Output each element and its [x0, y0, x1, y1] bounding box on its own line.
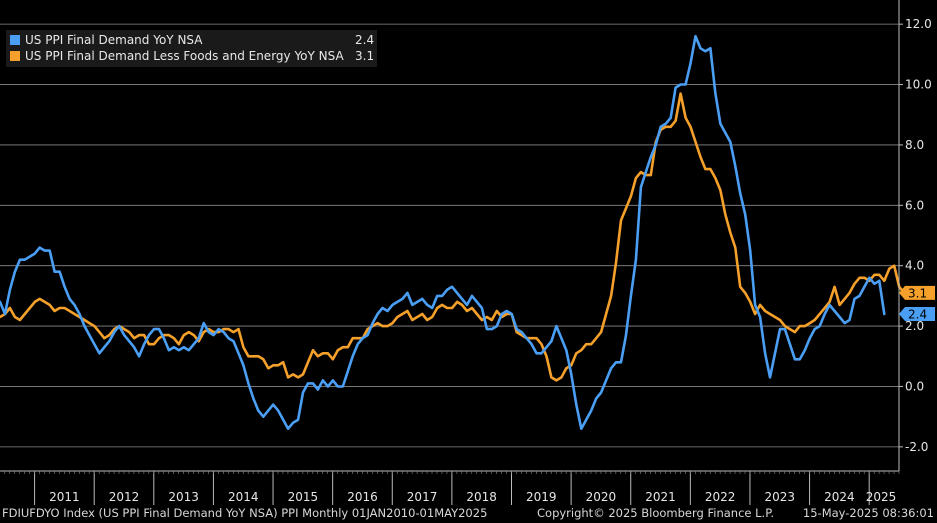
chart-area: -2.0 0.0 2.0 4.0 6.0 8.0 10.0 12.0 2011 2012 2013… [0, 0, 935, 505]
x-tick-label: 2019 [526, 490, 557, 504]
footer-timestamp: 15-May-2025 08:36:01 [802, 506, 934, 520]
legend-swatch-ppi [10, 35, 20, 45]
x-tick-label: 2016 [347, 490, 378, 504]
y-tick-label: 0.0 [905, 379, 924, 393]
y-tick-label: 6.0 [905, 198, 924, 212]
x-tick-label: 2015 [288, 490, 319, 504]
last-value-tags: 2.4 3.1 [899, 285, 935, 322]
legend-swatch-core-ppi [10, 51, 20, 61]
legend-entry-ppi[interactable]: US PPI Final Demand YoY NSA 2.4 [10, 32, 375, 48]
gridlines [0, 23, 899, 448]
last-value-tag-label: 3.1 [908, 286, 927, 300]
y-tick-label: 8.0 [905, 138, 924, 152]
legend-label-core-ppi: US PPI Final Demand Less Foods and Energ… [25, 49, 344, 63]
legend-value-core-ppi: 3.1 [355, 49, 375, 63]
last-value-tag-core-ppi: 3.1 [899, 285, 935, 300]
x-tick-label: 2022 [705, 490, 736, 504]
x-tick-label: 2023 [764, 490, 795, 504]
legend-entry-core-ppi[interactable]: US PPI Final Demand Less Foods and Energ… [10, 48, 375, 64]
x-tick-label: 2025 [866, 490, 897, 504]
legend: US PPI Final Demand YoY NSA 2.4 US PPI F… [6, 30, 377, 67]
x-tick-label: 2018 [466, 490, 497, 504]
x-axis: 2011 2012 2013 2014 2015 2016 2017 2018 2019 2020… [0, 470, 900, 505]
footer-copyright: Copyright© 2025 Bloomberg Finance L.P. [537, 506, 774, 520]
x-tick-label: 2020 [586, 490, 617, 504]
y-tick-label: 12.0 [905, 17, 932, 31]
last-value-tag-bg [899, 285, 935, 300]
x-tick-label: 2012 [109, 490, 140, 504]
x-tick-label: 2011 [49, 490, 80, 504]
series-line-core-ppi [0, 92, 906, 382]
last-value-tag-ppi: 2.4 [899, 307, 935, 322]
legend-value-ppi: 2.4 [355, 33, 375, 47]
footer-bar: FDIUFDYO Index (US PPI Final Demand YoY … [0, 505, 937, 523]
y-tick-label: -2.0 [905, 440, 928, 454]
x-tick-label: 2017 [407, 490, 438, 504]
x-tick-label: 2014 [228, 490, 259, 504]
x-tick-label: 2013 [168, 490, 199, 504]
x-tick-label: 2024 [824, 490, 855, 504]
last-value-tag-label: 2.4 [908, 308, 927, 322]
legend-label-ppi: US PPI Final Demand YoY NSA [25, 33, 203, 47]
footer-ticker-info: FDIUFDYO Index (US PPI Final Demand YoY … [2, 506, 488, 520]
y-tick-label: 2.0 [905, 319, 924, 333]
x-tick-label: 2021 [645, 490, 676, 504]
series-lines [0, 34, 906, 431]
y-tick-label: 10.0 [905, 78, 932, 92]
y-axis: -2.0 0.0 2.0 4.0 6.0 8.0 10.0 12.0 [898, 0, 932, 471]
series-line-ppi [0, 34, 886, 431]
last-value-tag-bg [899, 307, 935, 321]
y-tick-label: 4.0 [905, 259, 924, 273]
